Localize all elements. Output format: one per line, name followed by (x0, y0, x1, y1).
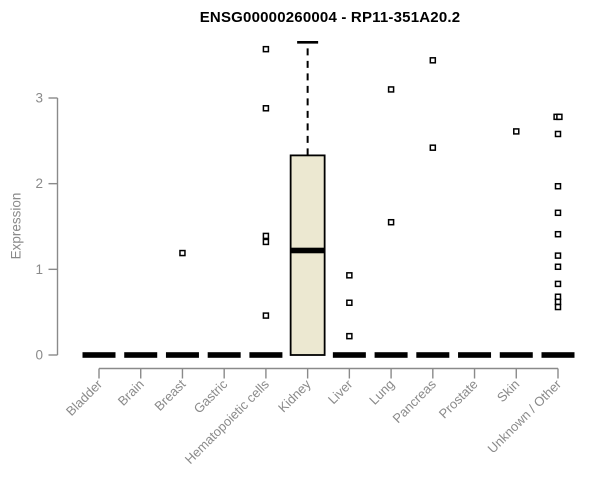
outlier-point (179, 249, 186, 257)
x-tick-label: Liver (325, 376, 356, 407)
outlier-point (556, 113, 563, 121)
outlier-point (429, 144, 437, 151)
flat-box (207, 352, 241, 358)
outlier-point (554, 130, 562, 138)
chart-title: ENSG00000260004 - RP11-351A20.2 (199, 9, 461, 26)
x-tick-label: Skin (494, 377, 522, 405)
y-tick-label: 3 (35, 90, 43, 105)
outlier-point (262, 232, 270, 240)
outlier-point (554, 209, 562, 217)
flat-box (458, 352, 492, 358)
flat-box (165, 352, 199, 358)
outlier-point (346, 272, 353, 279)
x-tick-label: Brain (115, 377, 147, 409)
outlier-point (554, 298, 562, 306)
flat-box (416, 352, 450, 358)
median-line (290, 247, 325, 254)
outlier-point (346, 299, 353, 306)
y-tick-label: 2 (35, 176, 43, 191)
x-tick-label: Breast (151, 376, 188, 413)
outlier-point (387, 218, 395, 226)
flat-box (499, 352, 533, 358)
x-tick-label: Unknown / Other (485, 376, 565, 456)
flat-box (541, 352, 575, 358)
outlier-point (262, 312, 270, 319)
outlier-point (387, 86, 395, 93)
outlier-point (554, 263, 562, 271)
outlier-point (554, 230, 562, 238)
x-tick-label: Gastric (191, 376, 231, 416)
outlier-point (262, 105, 270, 112)
x-tick-label: Prostate (436, 377, 481, 422)
outlier-point (346, 332, 353, 340)
outlier-point (554, 252, 562, 259)
x-tick-label: Pancreas (389, 376, 439, 426)
flat-box (249, 352, 283, 358)
flat-box (82, 352, 116, 358)
x-tick-label: Bladder (63, 376, 106, 419)
flat-box (374, 352, 408, 358)
outlier-point (262, 238, 270, 246)
outlier-point (554, 182, 562, 190)
flat-box (124, 352, 158, 358)
y-tick-label: 1 (35, 262, 43, 277)
x-tick-label: Lung (366, 377, 397, 408)
x-tick-label: Kidney (275, 376, 314, 415)
outlier-point (554, 303, 562, 311)
box (289, 154, 326, 356)
flat-box (332, 352, 366, 358)
outlier-point (513, 128, 520, 135)
outlier-point (262, 45, 270, 53)
y-tick-label: 0 (35, 348, 43, 363)
outlier-point (554, 280, 562, 288)
outlier-point (554, 293, 562, 300)
outlier-point (429, 57, 437, 64)
